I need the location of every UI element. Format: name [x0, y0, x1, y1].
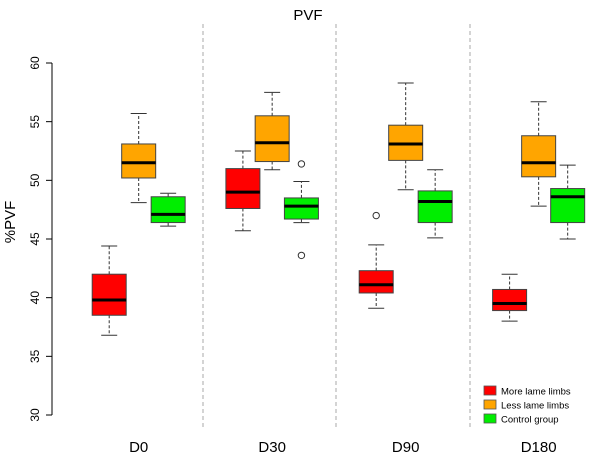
- outlier-point: [372, 211, 380, 220]
- box-iqr: [521, 135, 557, 178]
- legend-label: Less lame limbs: [501, 401, 569, 412]
- box-less-lame-limbs-d90: [388, 82, 424, 191]
- outlier-point: [297, 160, 306, 168]
- x-category-label: D30: [258, 439, 286, 456]
- box-less-lame-limbs-d30: [254, 91, 290, 171]
- group-separators: [202, 24, 471, 430]
- y-axis-label: %PVF: [2, 201, 19, 244]
- y-tick-label: 45: [28, 232, 42, 246]
- box-iqr: [225, 168, 261, 209]
- box-iqr: [550, 188, 586, 224]
- box-iqr: [283, 197, 319, 220]
- box-more-lame-limbs-d0: [91, 245, 127, 336]
- box-control-group-d0: [150, 192, 186, 227]
- legend-label: Control group: [501, 415, 559, 426]
- x-category-label: D180: [521, 439, 557, 456]
- box-iqr: [358, 270, 394, 294]
- chart-title: PVF: [293, 7, 322, 24]
- box-iqr: [121, 143, 157, 179]
- box-iqr: [150, 196, 186, 224]
- outlier-point: [297, 251, 306, 260]
- legend-label: More lame limbs: [501, 387, 571, 398]
- legend: More lame limbs Less lame limbs Control gr…: [483, 385, 571, 426]
- box-more-lame-limbs-d90: [358, 211, 394, 309]
- box-more-lame-limbs-d30: [225, 150, 261, 232]
- y-tick-label: 50: [28, 173, 42, 187]
- box-control-group-d30: [283, 160, 319, 260]
- y-tick-label: 30: [28, 408, 42, 422]
- box-control-group-d180: [550, 164, 586, 240]
- box-control-group-d90: [417, 169, 453, 239]
- box-less-lame-limbs-d0: [121, 112, 157, 204]
- legend-swatch: [483, 399, 497, 410]
- x-category-label: D90: [392, 439, 420, 456]
- legend-swatch: [483, 385, 497, 396]
- boxplot-series: [91, 82, 586, 336]
- legend-swatch: [483, 413, 497, 424]
- box-iqr: [417, 190, 453, 224]
- y-tick-label: 40: [28, 291, 42, 305]
- y-tick-label: 55: [28, 115, 42, 129]
- y-tick-label: 60: [28, 56, 42, 70]
- x-category-label: D0: [129, 439, 148, 456]
- x-axis: D0 D30 D90 D180: [129, 439, 556, 456]
- box-iqr: [91, 273, 127, 316]
- box-iqr: [254, 115, 290, 163]
- box-more-lame-limbs-d180: [492, 273, 528, 322]
- box-iqr: [492, 288, 528, 312]
- box-less-lame-limbs-d180: [521, 101, 557, 207]
- y-tick-label: 35: [28, 349, 42, 363]
- y-axis: 30 35 40 45 50 55 60: [28, 56, 53, 422]
